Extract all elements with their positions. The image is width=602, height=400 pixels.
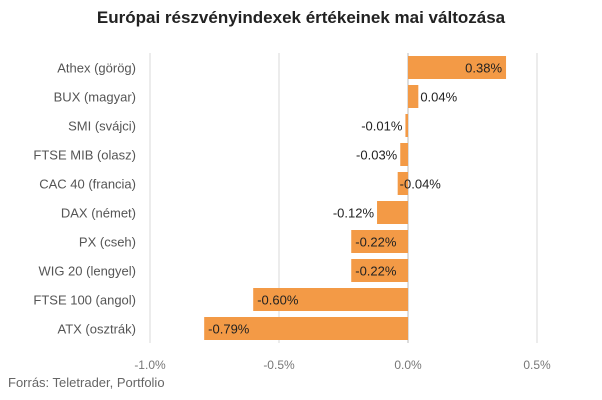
category-label: Athex (görög) (57, 61, 136, 76)
bar (408, 85, 419, 108)
bar (204, 317, 408, 340)
data-label: -0.79% (208, 322, 250, 337)
category-label: WIG 20 (lengyel) (38, 264, 136, 279)
category-label: CAC 40 (francia) (39, 177, 136, 192)
category-label: ATX (osztrák) (58, 322, 137, 337)
data-labels: 0.38% 0.04% -0.01% -0.03%-0.04% -0.12% -0.22%… (208, 61, 502, 337)
bar (253, 288, 408, 311)
x-tick-label: 0.0% (394, 358, 422, 372)
x-tick-label: 0.5% (523, 358, 551, 372)
category-label: SMI (svájci) (68, 119, 136, 134)
data-label: -0.01% (361, 119, 403, 134)
category-label: FTSE MIB (olasz) (33, 148, 136, 163)
data-label: 0.38% (465, 61, 502, 76)
data-label: -0.60% (257, 293, 299, 308)
category-label: PX (cseh) (79, 235, 136, 250)
x-axis-tick-labels: -1.0% -0.5% 0.0% 0.5% (134, 358, 551, 372)
bar (351, 230, 408, 253)
data-label: -0.12% (333, 206, 375, 221)
data-label: -0.03% (356, 148, 398, 163)
bar (400, 143, 408, 166)
bar (397, 172, 408, 195)
data-label: -0.22% (355, 235, 397, 250)
bar (405, 114, 408, 137)
data-label: -0.04% (400, 177, 442, 192)
bars (204, 56, 507, 340)
bar (408, 56, 507, 79)
category-labels: Athex (görög) BUX (magyar) SMI (svájci) FTS… (33, 61, 136, 337)
bar (377, 201, 408, 224)
data-label: -0.22% (355, 264, 397, 279)
source-note: Forrás: Teletrader, Portfolio (8, 375, 165, 390)
chart-title: Európai részvényindexek értékeinek mai v… (96, 8, 506, 27)
x-tick-label: -0.5% (263, 358, 295, 372)
category-label: BUX (magyar) (54, 90, 136, 105)
category-label: FTSE 100 (angol) (33, 293, 136, 308)
data-label: 0.04% (420, 90, 457, 105)
category-label: DAX (német) (61, 206, 136, 221)
x-tick-label: -1.0% (134, 358, 166, 372)
bar (351, 259, 408, 282)
